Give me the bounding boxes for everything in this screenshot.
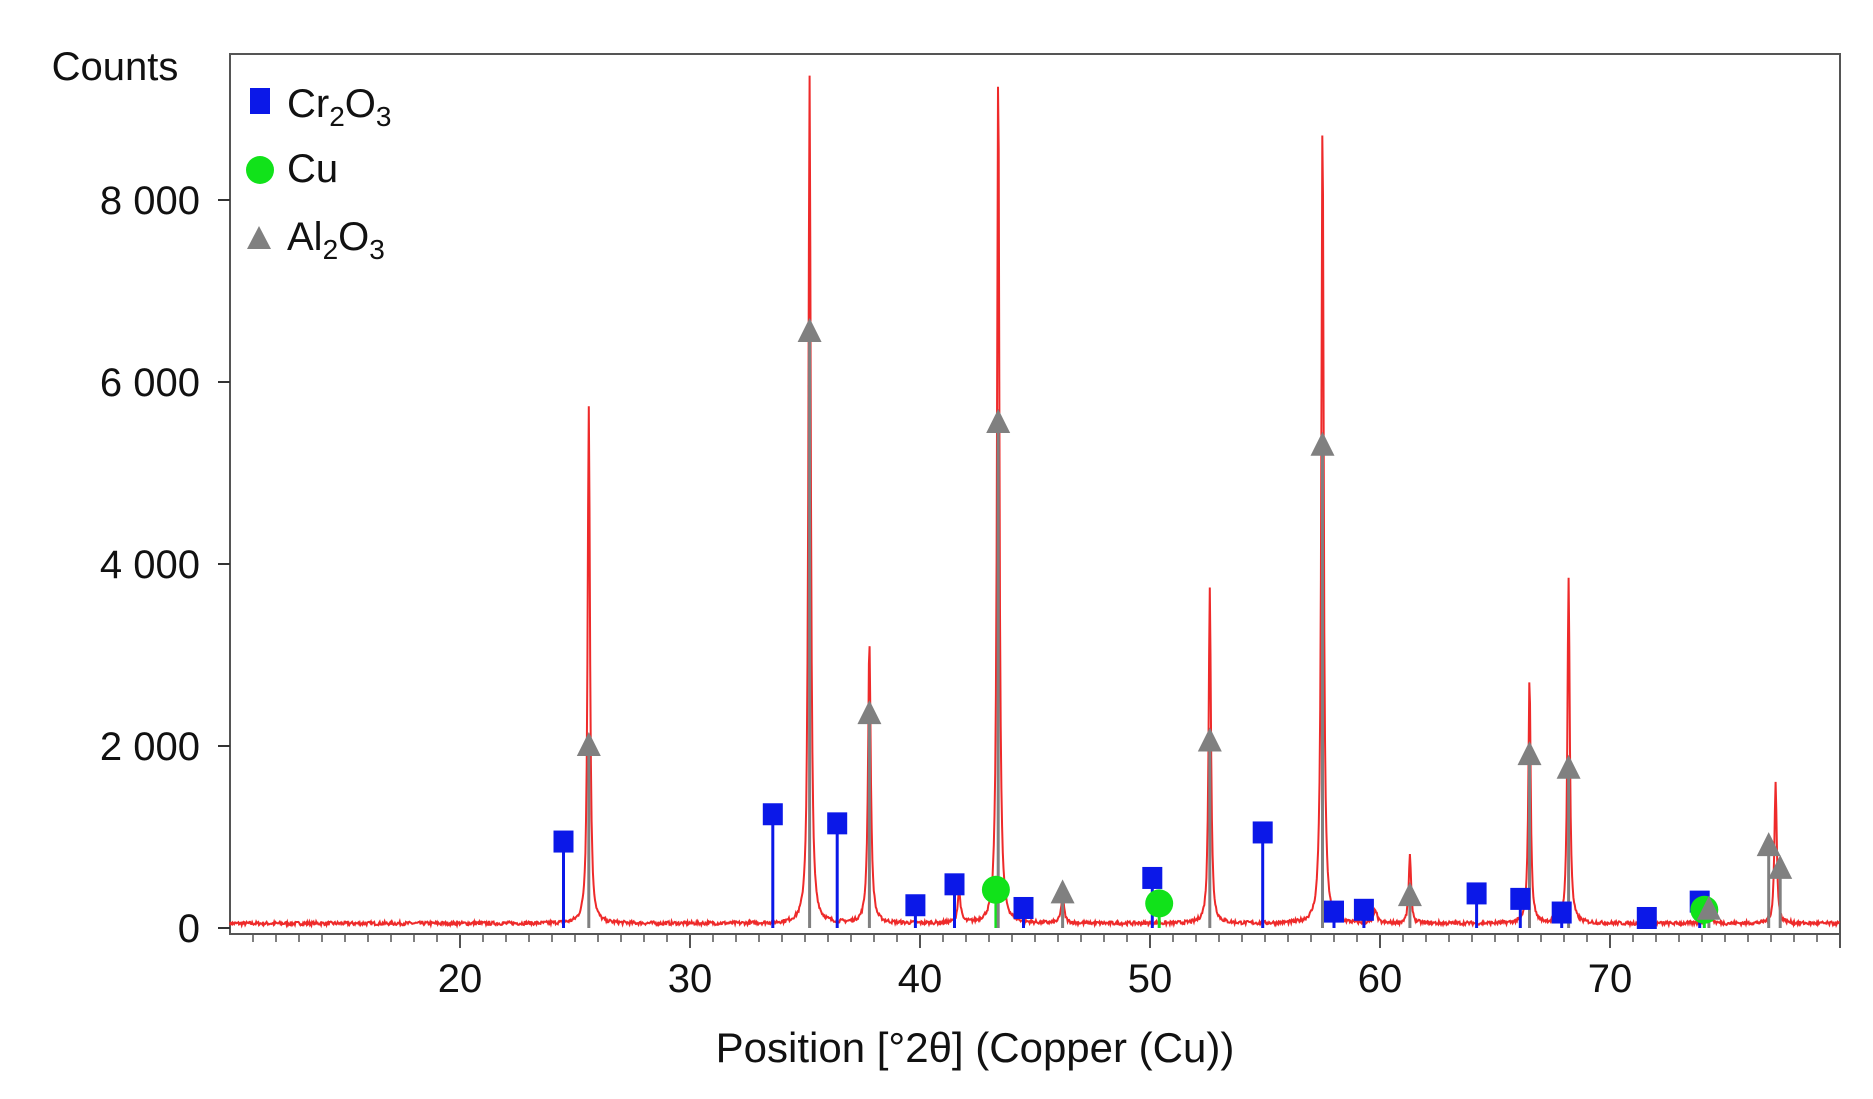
y-tick-label: 8 000 [100, 179, 200, 223]
marker-cr2o3 [1510, 887, 1531, 910]
legend-al2o3-el2: O [338, 215, 369, 259]
y-tick-label: 0 [178, 907, 200, 951]
phase-markers [553, 317, 1793, 929]
marker-cr2o3 [827, 812, 848, 835]
y-tick-label: 4 000 [100, 543, 200, 587]
x-tick-label: 70 [1588, 957, 1633, 1001]
marker-al2o3 [1197, 727, 1222, 752]
marker-cr2o3 [905, 894, 926, 917]
x-axis-title: Position [°2θ] (Copper (Cu)) [716, 1024, 1235, 1071]
marker-cr2o3 [1353, 898, 1374, 921]
marker-al2o3 [1050, 879, 1075, 904]
axes: 0 2 000 4 000 6 000 8 000 20 30 40 50 60 70 [100, 179, 1841, 1001]
legend-label-cu: Cu [287, 147, 338, 191]
legend-label-al2o3: Al2O3 [287, 215, 385, 265]
reference-sticks [562, 331, 1782, 928]
legend-marker-al2o3 [247, 226, 271, 249]
legend-cr2o3-sub1: 2 [329, 101, 345, 132]
legend-al2o3-el1: Al [287, 215, 323, 259]
marker-cr2o3 [553, 830, 574, 853]
y-tick-label: 2 000 [100, 725, 200, 769]
marker-al2o3 [1310, 431, 1335, 456]
marker-al2o3 [1696, 895, 1721, 920]
legend-marker-cu [246, 156, 274, 184]
legend-al2o3-sub1: 2 [323, 234, 339, 265]
x-tick-label: 40 [898, 957, 943, 1001]
marker-cr2o3 [1466, 882, 1487, 905]
legend-al2o3-sub2: 3 [369, 234, 385, 265]
marker-al2o3 [857, 700, 882, 725]
diffraction-pattern [229, 75, 1841, 929]
marker-cr2o3 [1324, 900, 1344, 923]
y-tick-label: 6 000 [100, 361, 200, 405]
marker-cr2o3 [762, 803, 783, 826]
y-axis-title: Counts [52, 45, 179, 89]
marker-al2o3 [797, 317, 822, 342]
legend-cr2o3-el1: Cr [287, 82, 329, 126]
marker-cr2o3 [1142, 866, 1163, 889]
legend-marker-cr2o3 [250, 88, 270, 114]
marker-cr2o3 [1636, 906, 1657, 929]
plot-frame [229, 53, 1841, 935]
marker-cr2o3 [944, 873, 965, 896]
marker-cr2o3 [1551, 901, 1572, 924]
marker-cu [1145, 889, 1174, 918]
marker-al2o3 [576, 732, 601, 756]
x-tick-label: 30 [668, 957, 713, 1001]
marker-al2o3 [1768, 854, 1793, 879]
diffraction-line [229, 75, 1841, 929]
x-tick-label: 20 [438, 957, 483, 1001]
marker-cu [981, 875, 1010, 904]
legend-label-cr2o3: Cr2O3 [287, 82, 392, 132]
marker-al2o3 [1756, 832, 1781, 857]
marker-cr2o3 [1252, 821, 1273, 844]
x-tick-label: 50 [1128, 957, 1173, 1001]
marker-cr2o3 [1013, 896, 1034, 919]
x-tick-label: 60 [1358, 957, 1403, 1001]
legend-cr2o3-el2: O [345, 82, 376, 126]
marker-al2o3 [1397, 882, 1422, 907]
marker-al2o3 [1517, 741, 1542, 766]
legend-cr2o3-sub2: 3 [376, 101, 392, 132]
legend: Cr2O3 Cu Al2O3 [246, 82, 392, 265]
marker-al2o3 [1556, 754, 1581, 779]
marker-al2o3 [986, 408, 1011, 433]
